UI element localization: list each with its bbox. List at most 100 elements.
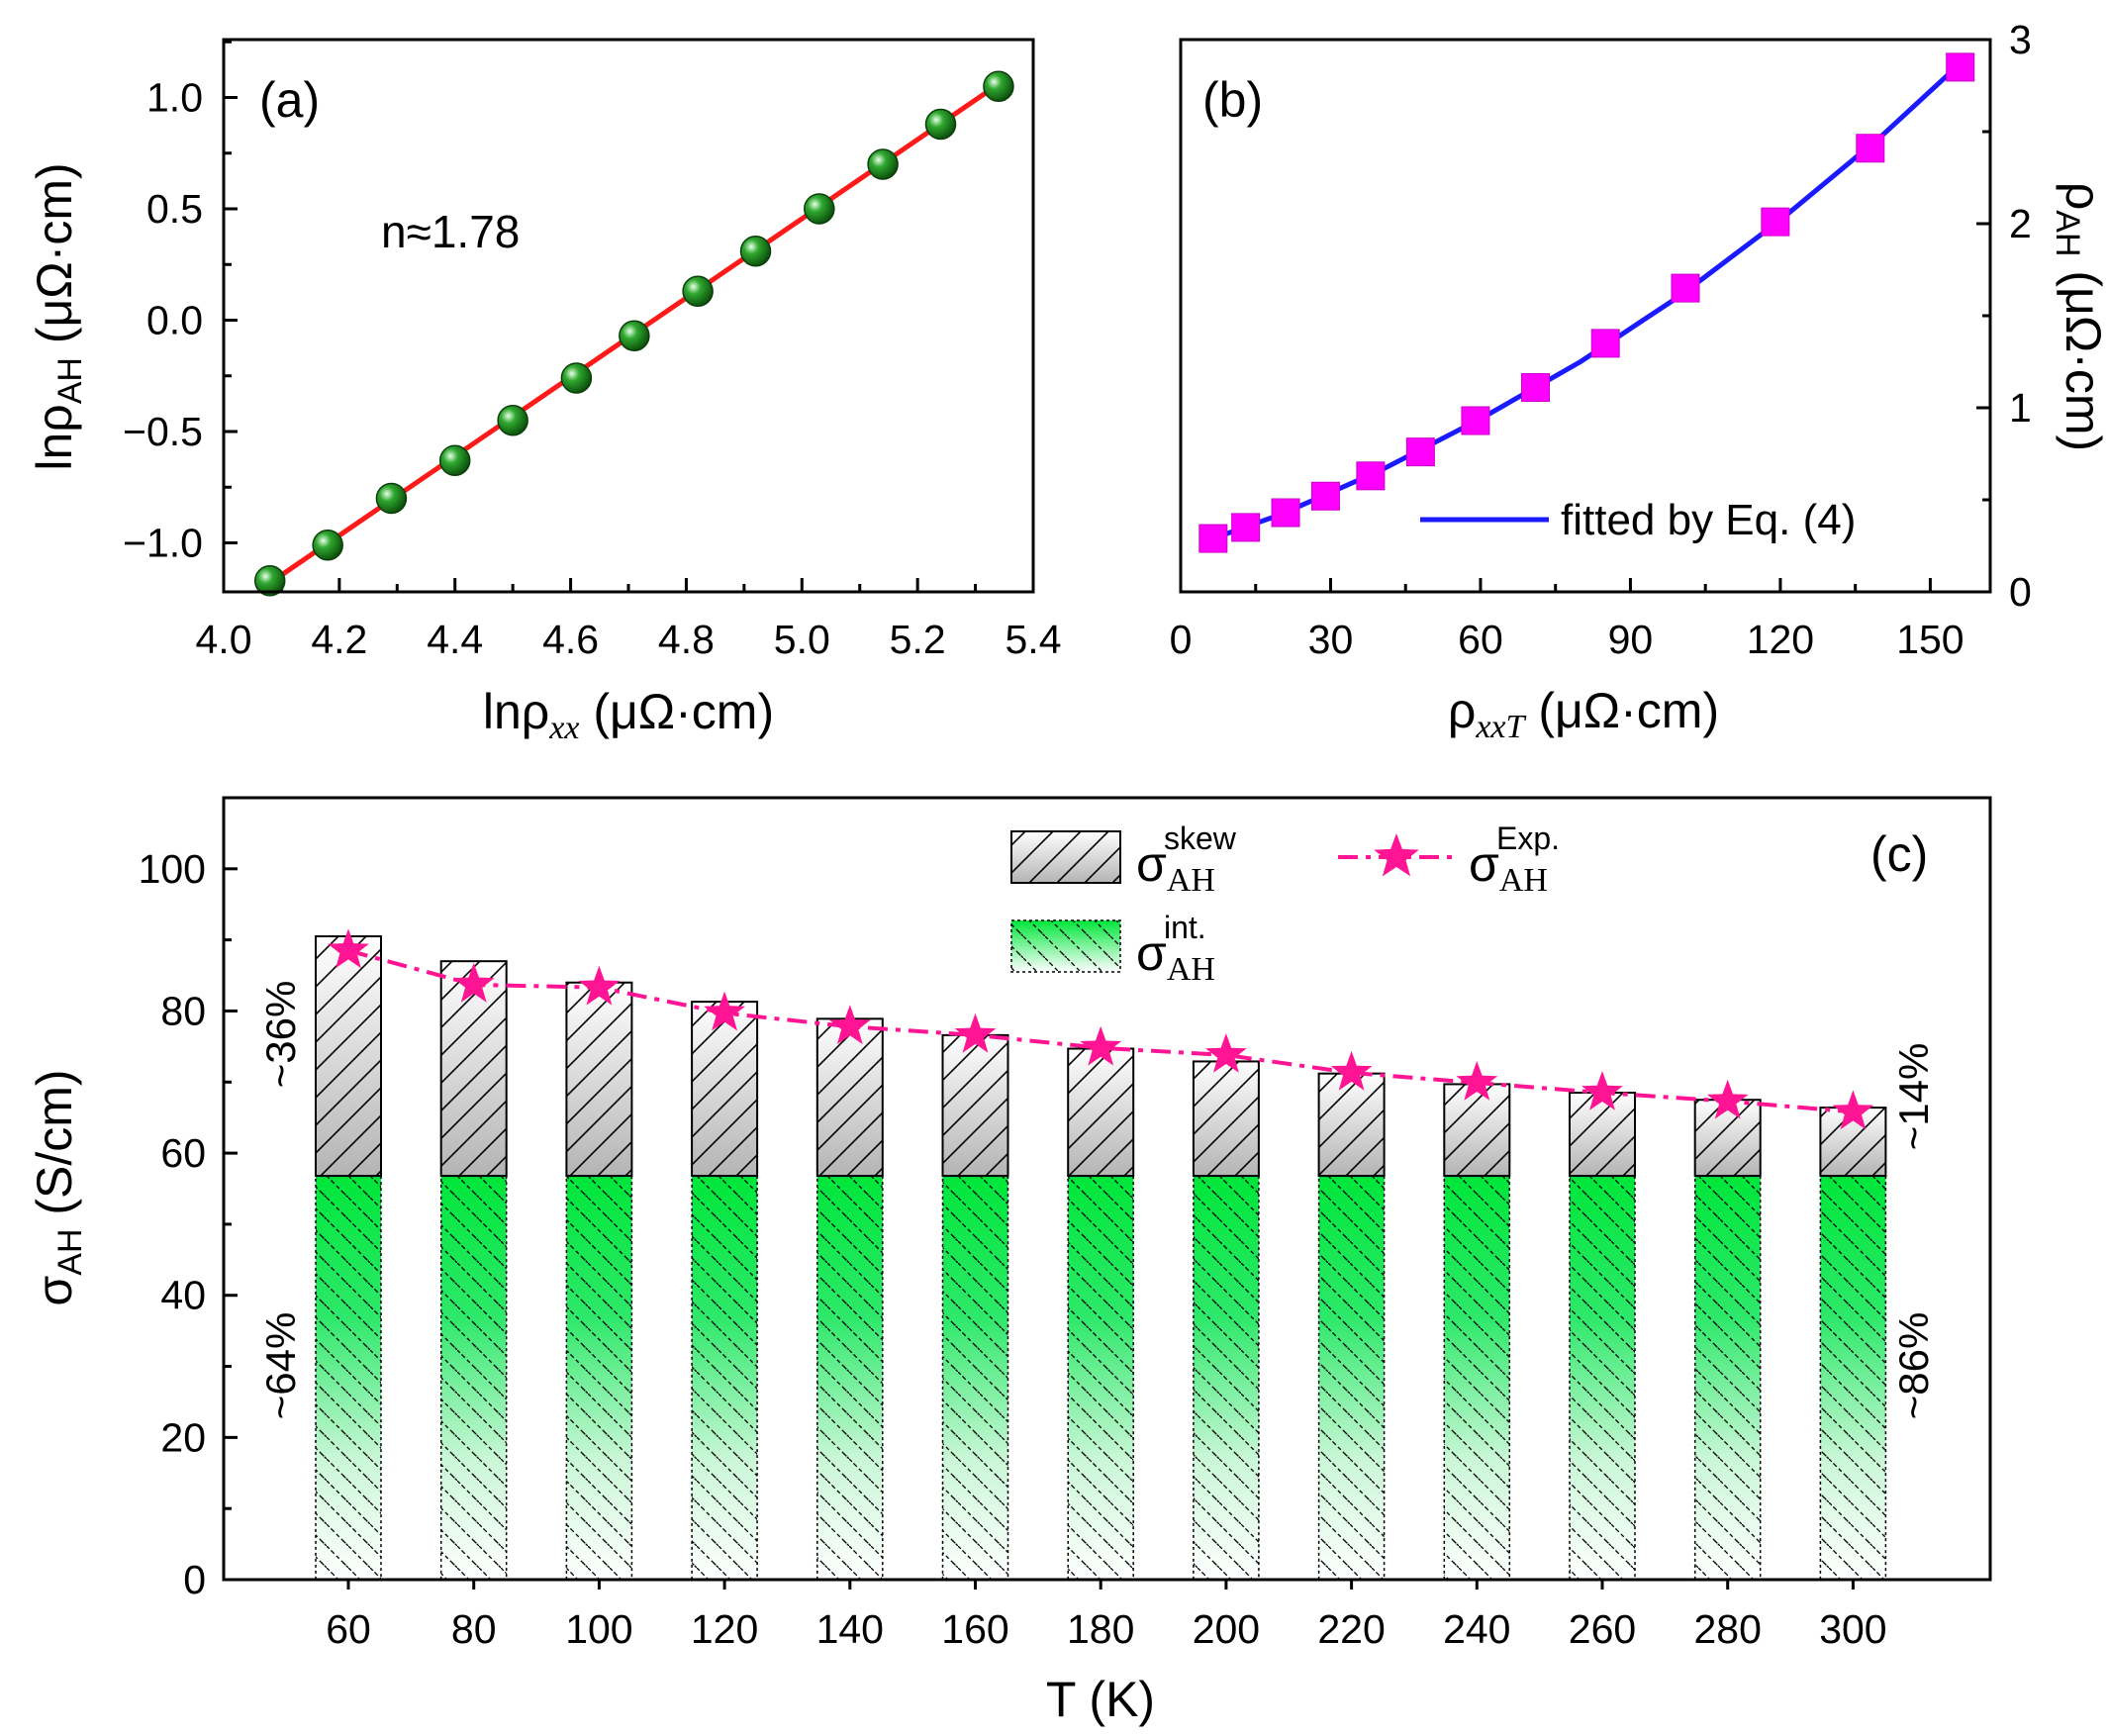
- bar-intrinsic-hatch: [565, 1175, 633, 1581]
- panel-a-ticks: [222, 40, 1035, 592]
- panel-c-y-axis-title: σAH (S/cm): [27, 1069, 89, 1305]
- panel-a-annotation: n≈1.78: [381, 206, 520, 257]
- panel-b-data-point: [1521, 373, 1551, 403]
- panel-a-data-point: [924, 108, 957, 141]
- bar-intrinsic-hatch: [816, 1175, 884, 1581]
- panel-a-x-tick-label: 5.0: [774, 617, 830, 662]
- panel-b-y-tick-label: 0: [2009, 569, 2032, 615]
- panel-b-data-point: [1856, 134, 1885, 163]
- panel-b-fit-curve: [1211, 61, 1963, 541]
- panel-a-y-tick-label: −0.5: [123, 409, 203, 454]
- panel-b-data-point: [1405, 437, 1435, 467]
- panel-b-x-tick-label: 120: [1747, 617, 1814, 662]
- bar-intrinsic-hatch: [1193, 1175, 1260, 1581]
- panel-c-exp-star: [1205, 1033, 1247, 1073]
- panel-a-x-tick-label: 5.4: [1006, 617, 1062, 662]
- panel-c-exp-star: [578, 965, 621, 1006]
- panel-a-points: [253, 70, 1014, 597]
- bar-group: [815, 1017, 884, 1581]
- panel-b-x-tick-label: 60: [1458, 617, 1503, 662]
- panel-c-x-tick-label: 160: [941, 1606, 1008, 1652]
- panel-c-exp-star: [828, 1005, 871, 1045]
- panel-c-x-tick-label: 260: [1569, 1606, 1636, 1652]
- panel-b-y-tick-label: 2: [2009, 201, 2032, 246]
- panel-a-x-tick-label: 5.2: [890, 617, 946, 662]
- panel-b-x-title-sub: xxT: [1475, 709, 1526, 745]
- legend-exp-main: σ: [1469, 836, 1499, 892]
- bar-skew-hatch: [941, 1033, 1009, 1178]
- panel-b-data-point: [1761, 207, 1790, 237]
- left-skew-percent: ~36%: [257, 981, 304, 1089]
- panel-b-data-point: [1590, 329, 1620, 358]
- panel-c-y-tick-label: 100: [139, 846, 206, 892]
- panel-c-exp-star: [704, 991, 745, 1031]
- bar-group: [1569, 1092, 1636, 1581]
- bar-intrinsic-hatch: [315, 1175, 382, 1581]
- panel-a-x-tick-label: 4.6: [542, 617, 599, 662]
- panel-a-data-point: [682, 275, 714, 307]
- panel-b-legend-text: fitted by Eq. (4): [1561, 496, 1856, 544]
- legend-skew-main: σ: [1136, 836, 1167, 892]
- panel-c-exp-star: [1832, 1090, 1874, 1130]
- panel-a-y-tick-label: 1.0: [146, 75, 203, 121]
- bar-group: [565, 981, 633, 1581]
- panel-a-y-tick-label: 0.5: [146, 186, 203, 232]
- panel-a-frame: [222, 38, 1035, 594]
- panel-c-x-tick-label: 60: [326, 1606, 371, 1652]
- bar-skew-hatch: [1569, 1092, 1636, 1178]
- legend-skew-sub: AH: [1167, 862, 1215, 899]
- bar-group: [1067, 1047, 1135, 1581]
- panel-a-y-title-unit: (μΩ·cm): [27, 162, 82, 357]
- bar-group: [1192, 1060, 1260, 1581]
- bar-intrinsic-hatch: [439, 1175, 508, 1581]
- panel-c-x-tick-label: 280: [1693, 1606, 1761, 1652]
- panel-a-data-point: [438, 444, 471, 476]
- panel-a-data-point: [497, 405, 528, 436]
- panel-b-x-tick-label: 90: [1608, 617, 1654, 662]
- panel-c-exp-star: [1330, 1050, 1373, 1091]
- legend-int-sup: int.: [1164, 910, 1206, 945]
- panel-c-exp-star: [1581, 1071, 1623, 1110]
- panel-c-x-tick-label: 200: [1193, 1606, 1260, 1652]
- legend-exp-label: σAH Exp.: [1469, 820, 1560, 899]
- bar-intrinsic-hatch: [1693, 1175, 1762, 1581]
- panel-b-y-axis-title: ρAH (μΩ·cm): [2049, 182, 2108, 451]
- panel-b-data-point: [1198, 524, 1228, 553]
- bar-skew-hatch: [1693, 1099, 1762, 1178]
- panel-b-data-point: [1461, 406, 1490, 435]
- panel-a-data-point: [312, 530, 343, 561]
- panel-a-data-point: [253, 565, 286, 597]
- panel-c-y-tick-label: 60: [160, 1130, 206, 1176]
- panel-c-x-axis-title: T (K): [1046, 1672, 1155, 1727]
- panel-a-x-title-main: lnρ: [483, 684, 549, 739]
- panel-a-x-title-sub: xx: [548, 710, 579, 746]
- legend-int-main: σ: [1136, 925, 1167, 981]
- panel-c-exp-star: [954, 1013, 997, 1053]
- panel-a-x-tick-label: 4.4: [427, 617, 483, 662]
- panel-b: 0 30 60 90 120 150 0 1 2 3 (b) fitted by Eq. (4)…: [1170, 17, 2108, 745]
- panel-c-x-tick-label: 180: [1067, 1606, 1134, 1652]
- legend-exp-sup: Exp.: [1496, 820, 1560, 856]
- bar-skew-hatch: [315, 935, 382, 1178]
- panel-a-data-point: [619, 320, 650, 351]
- panel-c-y-title-unit: (S/cm): [27, 1069, 82, 1228]
- panel-b-y-title-main: ρ: [2056, 182, 2108, 210]
- panel-b-y-title-unit: (μΩ·cm): [2056, 257, 2108, 452]
- panel-c-ticks: [224, 867, 1855, 1590]
- panel-c-x-tick-label: 100: [565, 1606, 632, 1652]
- panel-b-y-title-sub: AH: [2049, 210, 2086, 256]
- panel-b-x-axis-title: ρxxT (μΩ·cm): [1448, 683, 1719, 745]
- panel-a-y-title-sub: AH: [51, 357, 89, 404]
- panel-c: 60 80 100 120 140 160 180 200 220 240 260 280 300 0 2…: [27, 796, 1992, 1727]
- bar-intrinsic-hatch: [941, 1175, 1009, 1581]
- panel-a-data-point: [867, 148, 899, 180]
- panel-b-data-point: [1671, 273, 1700, 303]
- panel-a-y-tick-label: −1.0: [123, 521, 203, 566]
- panel-c-x-tick-labels: 60 80 100 120 140 160 180 200 220 240 260 280 300: [326, 1606, 1886, 1652]
- panel-b-points: [1198, 52, 1975, 553]
- panel-b-y-tick-labels: 0 1 2 3: [2009, 17, 2032, 615]
- panel-a-y-tick-labels: −1.0 −0.5 0.0 0.5 1.0: [123, 75, 203, 566]
- panel-c-y-tick-label: 0: [183, 1557, 206, 1602]
- panel-b-x-title-unit: (μΩ·cm): [1524, 683, 1719, 738]
